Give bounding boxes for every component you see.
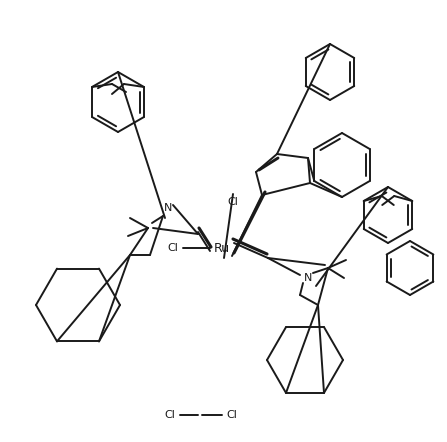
Text: Cl: Cl bbox=[168, 243, 178, 253]
Text: Cl: Cl bbox=[164, 410, 175, 420]
Text: Cl: Cl bbox=[228, 197, 238, 207]
Text: Cl: Cl bbox=[227, 410, 237, 420]
Text: N: N bbox=[304, 273, 312, 283]
Text: N: N bbox=[164, 203, 172, 213]
Text: Ru: Ru bbox=[214, 241, 230, 255]
